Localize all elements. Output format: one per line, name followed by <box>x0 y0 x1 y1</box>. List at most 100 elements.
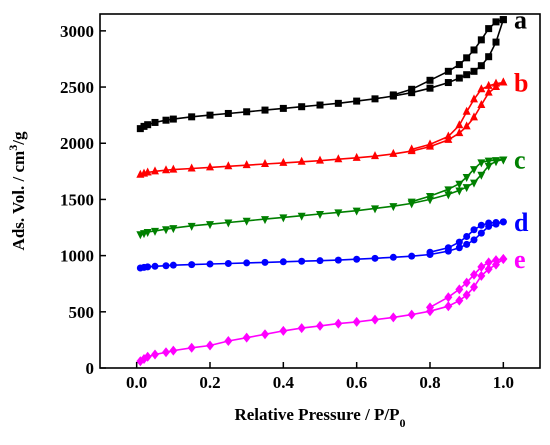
series-c-point <box>477 159 486 168</box>
series-e-point <box>316 320 324 331</box>
series-c-point <box>492 157 500 166</box>
series-d-point <box>477 229 485 237</box>
series-e-point <box>477 270 486 281</box>
series-c-point <box>151 227 159 236</box>
series-e-point <box>462 277 471 288</box>
series-d-point <box>279 258 287 266</box>
series-b-point <box>316 155 324 164</box>
series-c-point <box>455 187 464 196</box>
series-a-point <box>144 121 152 129</box>
y-tick-label: 1500 <box>60 190 94 209</box>
series-a-point <box>140 122 148 130</box>
series-c-point <box>261 216 269 225</box>
series-a-point <box>477 36 485 44</box>
series-b-point <box>470 112 478 121</box>
y-tick-label: 3000 <box>60 22 94 41</box>
series-a-point <box>492 18 500 26</box>
series-b <box>136 77 508 178</box>
series-layer <box>136 16 508 367</box>
series-e-adsorption-line <box>139 258 504 362</box>
x-axis-title: Relative Pressure / P/P0 <box>234 405 405 430</box>
series-a-point <box>444 67 452 75</box>
series-e-point <box>462 289 471 300</box>
x-tick-label: 0.0 <box>126 373 147 392</box>
series-e-point <box>297 323 306 334</box>
series-b-point <box>352 152 361 161</box>
series-b-point <box>484 80 493 89</box>
series-a-point <box>169 115 177 123</box>
series-d-point <box>477 221 485 229</box>
series-e-point <box>261 329 269 340</box>
series-c-point <box>187 222 196 231</box>
series-a-point <box>492 38 500 46</box>
series-label-c: c <box>514 146 526 175</box>
series-label-e: e <box>514 245 526 274</box>
series-b-point <box>297 156 306 165</box>
series-d-point <box>408 252 416 260</box>
series-b-point <box>162 165 170 174</box>
series-e-point <box>371 314 379 325</box>
series-b-adsorption-line <box>140 81 504 176</box>
series-d-point <box>298 257 306 265</box>
series-a-point <box>206 111 214 119</box>
series-e-point <box>206 340 214 351</box>
series-d-point <box>463 240 471 248</box>
series-a-point <box>371 95 379 103</box>
series-a-point <box>353 97 361 105</box>
y-tick-label: 0 <box>86 359 95 378</box>
series-c-adsorption-line <box>140 158 504 236</box>
series-a-point <box>261 106 269 114</box>
series-c-point <box>484 157 493 166</box>
series-e-point <box>242 332 251 343</box>
series-a <box>136 16 507 133</box>
series-c-point <box>162 226 170 235</box>
series-a-point <box>470 46 478 54</box>
series-d-point <box>151 262 159 270</box>
series-c-point <box>484 162 493 171</box>
series-d-point <box>492 218 500 226</box>
series-d <box>136 218 507 272</box>
series-label-b: b <box>514 69 528 98</box>
series-e-point <box>143 351 152 362</box>
series-c-point <box>499 156 508 165</box>
series-c-point <box>206 221 214 230</box>
series-a-point <box>463 71 471 79</box>
series-b-point <box>477 84 486 93</box>
series-c-point <box>462 184 471 193</box>
series-e-point <box>499 253 508 264</box>
x-tick-label: 0.2 <box>199 373 220 392</box>
series-d-point <box>169 261 177 269</box>
series-b-desorption-line <box>411 81 504 151</box>
series-c-point <box>334 209 343 218</box>
series-c-point <box>426 193 434 202</box>
series-e-point <box>484 264 493 275</box>
series-c-point <box>371 205 379 214</box>
series-c-point <box>224 219 233 228</box>
series-d-point <box>455 244 463 252</box>
series-labels: a b c de <box>514 6 529 274</box>
series-b-point <box>334 154 343 163</box>
series-e-point <box>470 269 478 280</box>
series-e-point <box>224 336 233 347</box>
series-d-point <box>426 248 434 256</box>
series-e-point <box>444 292 453 303</box>
series-d-point <box>470 236 478 244</box>
series-b-point <box>224 161 233 170</box>
series-b-point <box>187 163 196 172</box>
y-tick-label: 1000 <box>60 247 94 266</box>
series-d-point <box>389 253 397 261</box>
series-c-point <box>169 225 178 234</box>
series-e-point <box>162 347 170 358</box>
series-e-point <box>455 284 464 295</box>
series-b-point <box>462 106 471 115</box>
series-c-point <box>462 173 471 182</box>
series-a-point <box>334 99 342 107</box>
y-tick-label: 2000 <box>60 134 94 153</box>
series-a-point <box>162 116 170 124</box>
series-a-point <box>243 108 251 116</box>
series-c-point <box>352 207 361 216</box>
series-e-point <box>477 261 486 272</box>
series-c-point <box>143 229 152 238</box>
series-c-point <box>455 180 464 189</box>
